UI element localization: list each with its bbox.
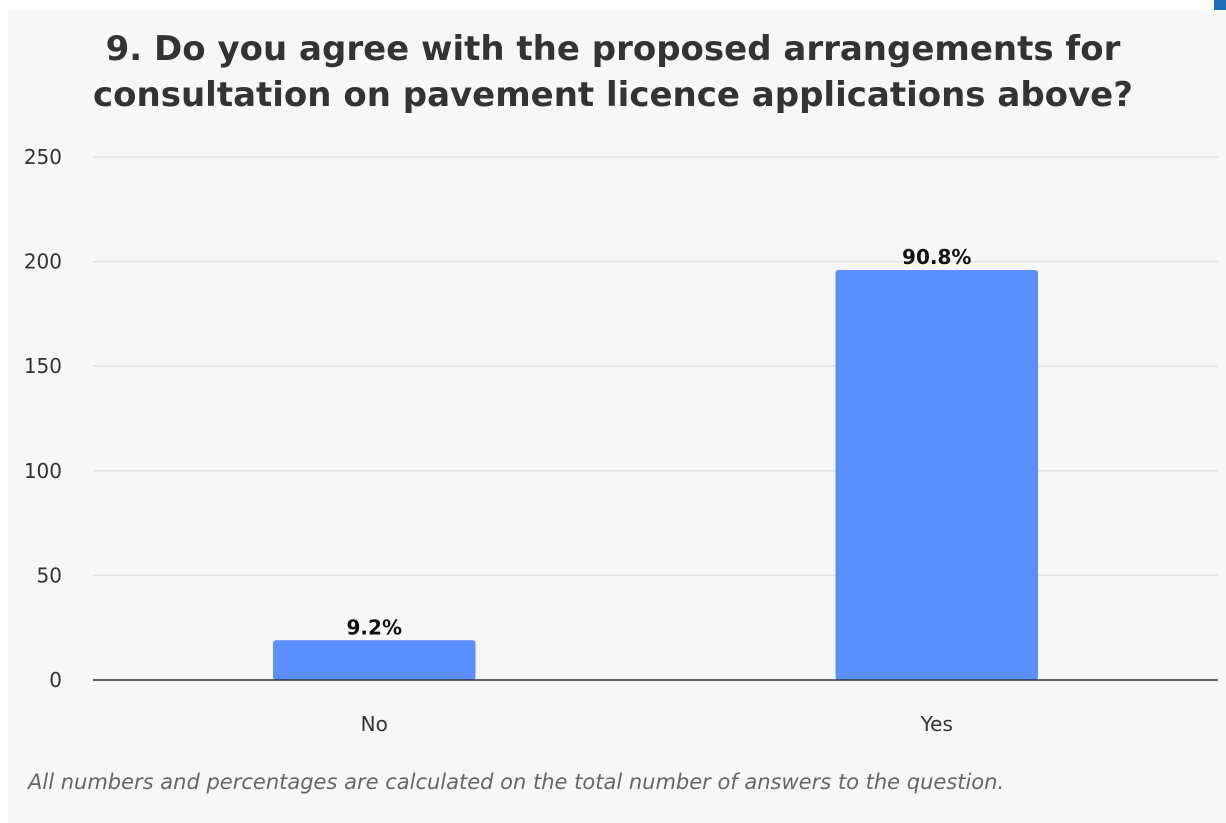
y-tick-label: 50 (37, 563, 62, 587)
bars (273, 269, 1038, 680)
y-tick-label: 150 (24, 354, 62, 378)
y-tick-label: 100 (24, 459, 62, 483)
bar-no (273, 640, 476, 680)
y-tick-label: 0 (49, 668, 62, 692)
chart-title: 9. Do you agree with the proposed arrang… (0, 26, 1226, 118)
data-label-yes: 90.8% (902, 245, 971, 269)
y-tick-label: 250 (24, 145, 62, 169)
x-tick-label-yes: Yes (920, 712, 953, 736)
chart-title-line-1: 9. Do you agree with the proposed arrang… (105, 29, 1121, 69)
chart-title-line-2: consultation on pavement licence applica… (93, 75, 1133, 115)
corner-accent (1214, 0, 1226, 10)
data-labels: 9.2% 90.8% (347, 245, 972, 639)
data-label-no: 9.2% (347, 615, 402, 639)
y-tick-label: 200 (24, 250, 62, 274)
x-tick-label-no: No (361, 712, 388, 736)
footnote: All numbers and percentages are calculat… (28, 770, 1005, 794)
y-axis-tick-labels: 0 50 100 150 200 250 (24, 145, 62, 692)
gridlines (93, 156, 1218, 577)
x-axis-tick-labels: No Yes (361, 712, 953, 736)
bar-yes (835, 269, 1038, 680)
